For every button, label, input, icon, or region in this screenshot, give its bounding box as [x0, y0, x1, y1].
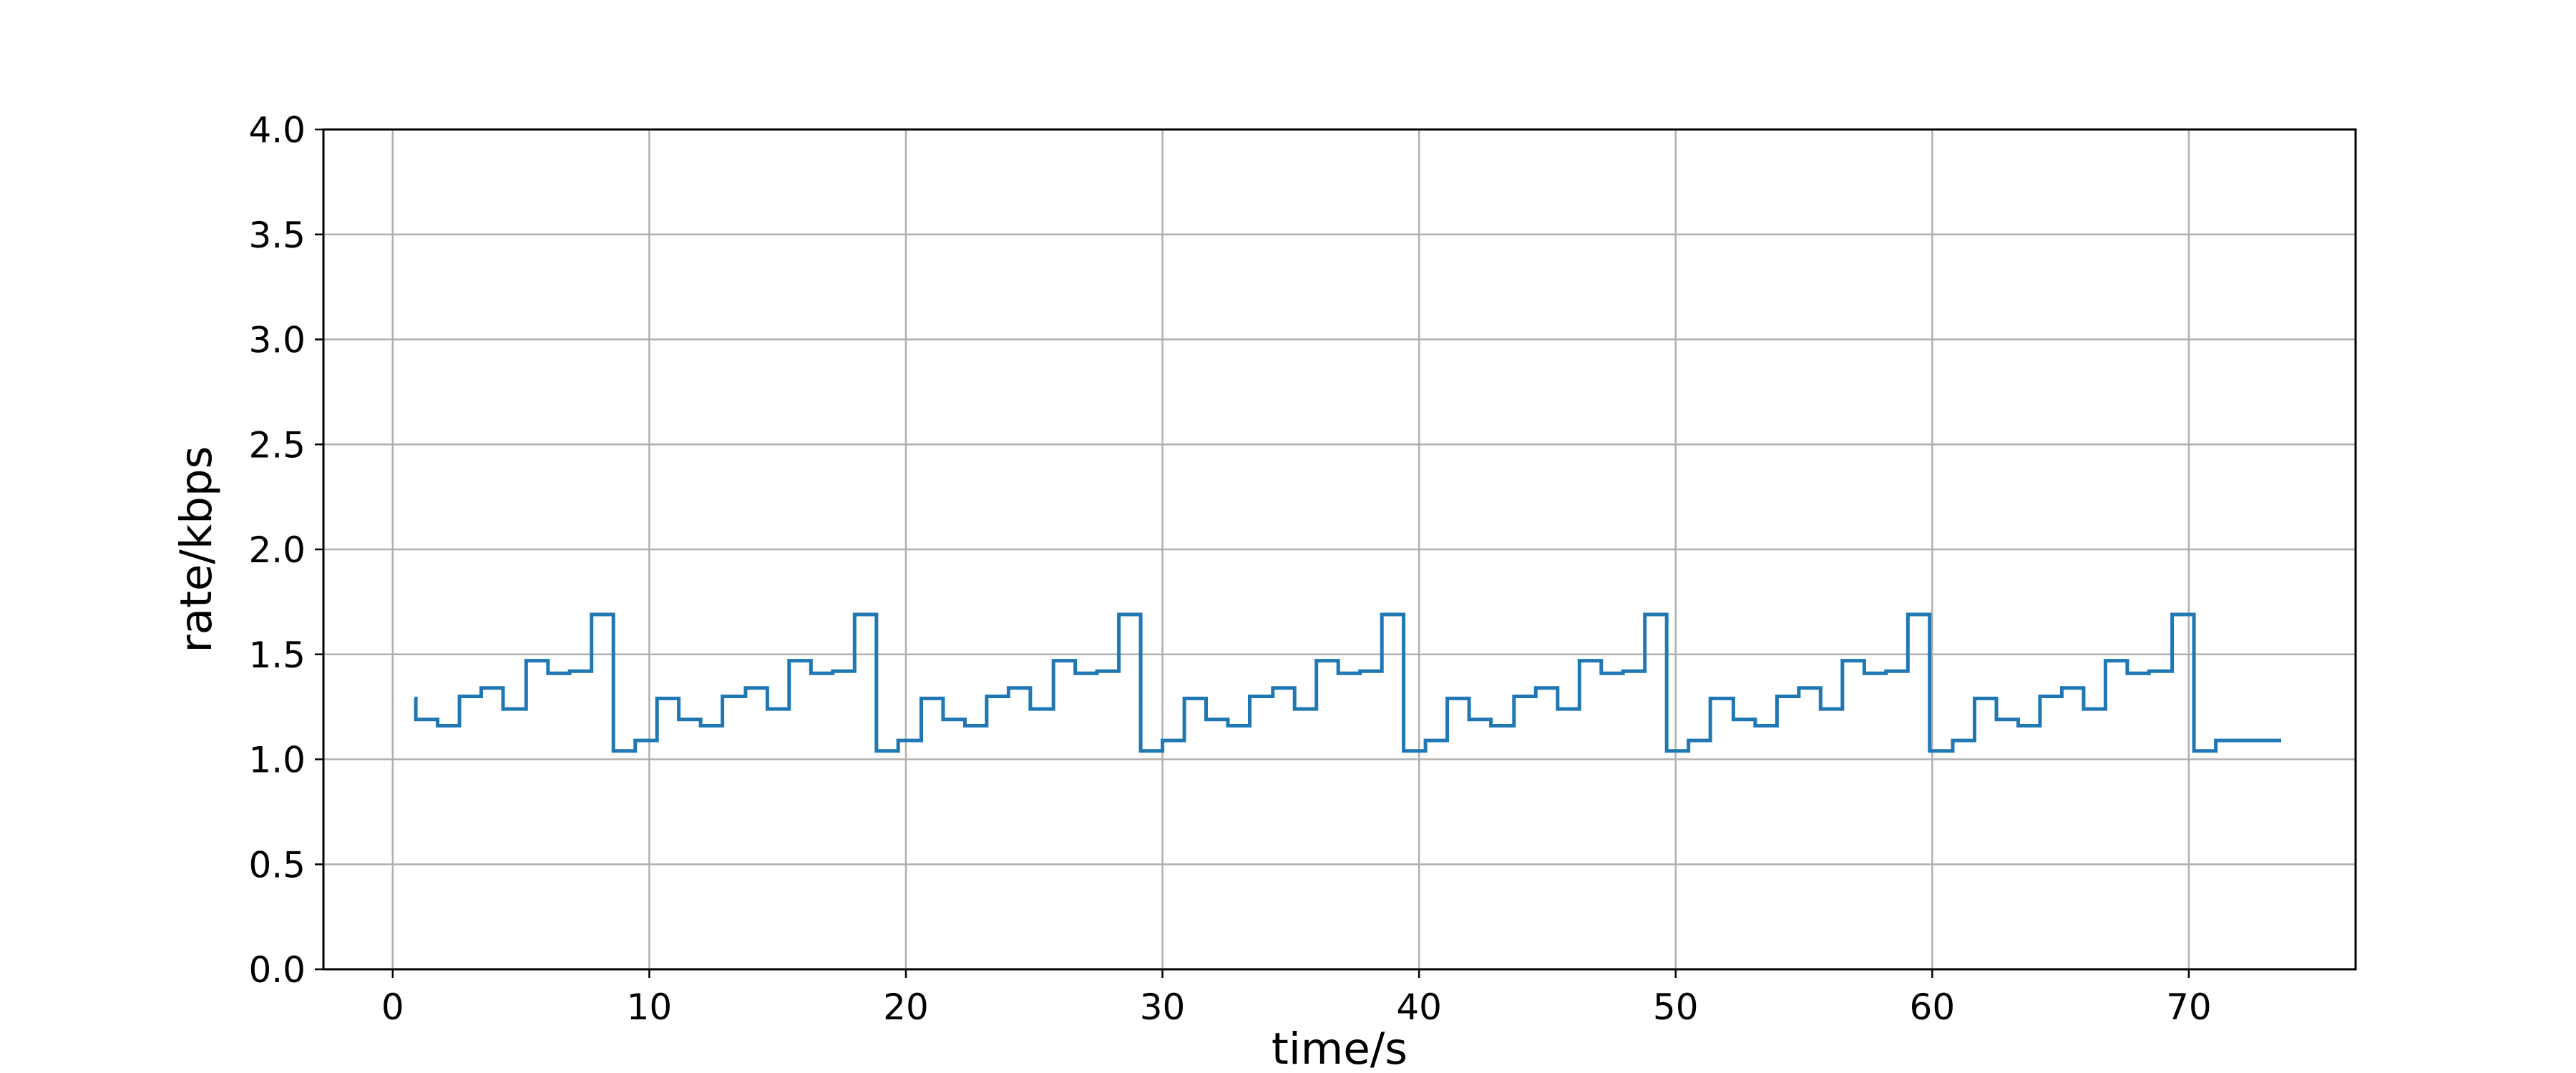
- axis-ticks: 0 10 20 30 40 50 60 70 0.0 0.5 1.0 1.5 2.0 2.5 3.0 3.5 4…: [248, 109, 2211, 1028]
- y-tick-label: 0.5: [248, 844, 306, 886]
- y-tick-label: 0.0: [248, 949, 306, 991]
- y-tick-label: 2.0: [248, 529, 306, 571]
- x-tick-label: 30: [1140, 986, 1186, 1028]
- y-tick-label: 1.0: [248, 740, 306, 781]
- x-tick-label: 20: [883, 986, 929, 1028]
- x-tick-label: 0: [381, 986, 404, 1028]
- x-tick-label: 40: [1396, 986, 1442, 1028]
- y-tick-label: 4.0: [248, 109, 306, 151]
- x-tick-label: 70: [2166, 986, 2212, 1028]
- y-tick-label: 3.5: [248, 215, 306, 256]
- data-series: [414, 612, 2281, 753]
- y-tick-label: 3.0: [248, 320, 306, 361]
- rate-step-line: [414, 612, 2281, 753]
- y-axis-label: rate/kbps: [171, 446, 222, 652]
- x-axis-label: time/s: [1272, 1024, 1407, 1073]
- y-tick-label: 2.5: [248, 424, 306, 466]
- x-tick-label: 60: [1910, 986, 1956, 1028]
- y-tick-label: 1.5: [248, 635, 306, 676]
- x-tick-label: 50: [1653, 986, 1699, 1028]
- x-tick-label: 10: [627, 986, 673, 1028]
